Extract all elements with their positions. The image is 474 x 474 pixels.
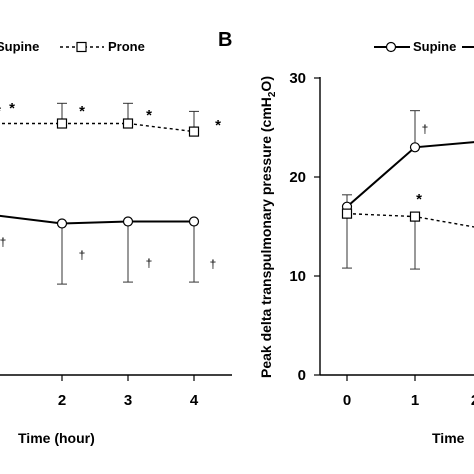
right-x-tick-label: 0 [343, 392, 351, 409]
left-x-axis-label: Time (hour) [18, 430, 95, 446]
left-star-mark: * [0, 103, 1, 120]
left-point-square [56, 118, 68, 129]
left-dagger-mark: † [146, 256, 153, 270]
right-series-line-supine [346, 141, 474, 208]
legends: Supine Prone Supine [0, 39, 474, 54]
right-y-tick-label: 30 [289, 70, 306, 87]
right-y-tick-label: 20 [289, 169, 306, 186]
left-series-line-prone [0, 122, 195, 133]
left-dagger-mark: † [0, 235, 6, 249]
right-y-tick-label: 10 [289, 268, 306, 285]
left-point-square [122, 118, 134, 129]
legend-left-supine-label: Supine [0, 39, 39, 54]
right-panel: 0 10 20 30 0 1 2 Time Peak delta transpulmonary … [218, 29, 474, 446]
left-dagger-mark: † [79, 248, 86, 262]
left-x-tick-label: 3 [124, 392, 132, 409]
legend-right-supine-label: Supine [413, 39, 456, 54]
right-x-tick-label-clipped: 2 [471, 392, 474, 409]
legend-left-prone-label: Prone [108, 39, 145, 54]
ylabel-subscript: 2 [267, 91, 278, 97]
left-point-circle [56, 218, 68, 229]
right-x-axis-label: Time [432, 430, 465, 446]
legend-left-prone-marker [76, 41, 87, 53]
left-star-mark: * [9, 100, 15, 117]
left-point-square [188, 126, 200, 137]
left-point-circle [122, 216, 134, 227]
ylabel-suffix: O) [258, 76, 274, 92]
left-panel: 2 3 4 Time (hour) * * * * * † † † † [0, 100, 232, 446]
right-point-circle [409, 142, 421, 153]
left-x-tick-label: 4 [190, 392, 199, 409]
right-star-mark: * [416, 191, 422, 208]
left-star-mark: * [146, 107, 152, 124]
ylabel-prefix: Peak delta transpulmonary pressure (cmH [258, 97, 274, 378]
left-x-tick-label: 2 [58, 392, 66, 409]
right-x-tick-label: 1 [411, 392, 419, 409]
left-star-mark: * [215, 117, 221, 134]
legend-right-supine-marker [385, 41, 397, 53]
right-dagger-mark: † [422, 122, 429, 136]
left-series-line-supine [0, 214, 194, 225]
right-point-square [409, 211, 421, 222]
left-dagger-mark: † [210, 257, 217, 271]
right-y-tick-label: 0 [298, 367, 306, 384]
right-y-axis-label: Peak delta transpulmonary pressure (cmH2… [258, 76, 278, 378]
left-star-mark: * [79, 103, 85, 120]
left-point-circle [188, 216, 200, 227]
right-point-square [341, 208, 353, 219]
panel-letter-b: B [218, 29, 232, 51]
